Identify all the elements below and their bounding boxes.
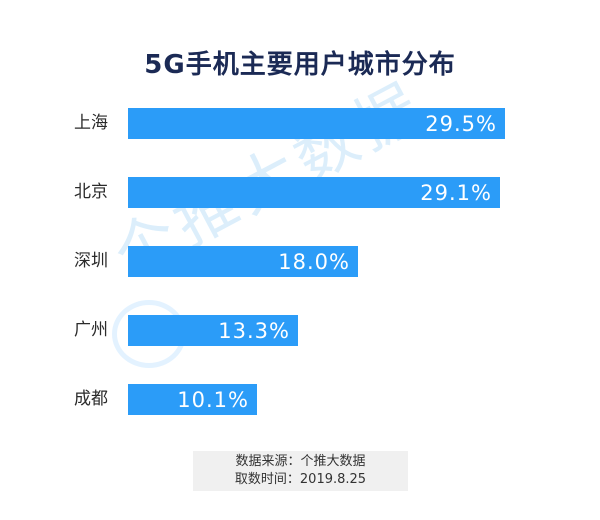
bar: 13.3% xyxy=(128,315,298,346)
bar-row-guangzhou: 广州 13.3% xyxy=(0,315,600,346)
source-text: 数据来源：个推大数据 xyxy=(235,454,366,469)
bar: 18.0% xyxy=(128,246,358,277)
chart-title: 5G手机主要用户城市分布 xyxy=(144,50,456,80)
value-label: 13.3% xyxy=(218,319,290,343)
category-label: 深圳 xyxy=(74,251,108,271)
category-label: 成都 xyxy=(74,389,108,409)
category-label: 广州 xyxy=(74,320,108,340)
bar: 29.5% xyxy=(128,108,505,139)
bar: 29.1% xyxy=(128,177,500,208)
value-label: 29.5% xyxy=(425,112,497,136)
bar-row-beijing: 北京 29.1% xyxy=(0,177,600,208)
source-footer: 数据来源：个推大数据 取数时间：2019.8.25 xyxy=(193,451,408,491)
value-label: 29.1% xyxy=(420,181,492,205)
bar-row-shanghai: 上海 29.5% xyxy=(0,108,600,139)
category-label: 北京 xyxy=(74,182,108,202)
category-label: 上海 xyxy=(74,113,108,133)
value-label: 18.0% xyxy=(278,250,350,274)
date-text: 取数时间：2019.8.25 xyxy=(234,472,367,487)
bar: 10.1% xyxy=(128,384,257,415)
bar-row-chengdu: 成都 10.1% xyxy=(0,384,600,415)
bar-row-shenzhen: 深圳 18.0% xyxy=(0,246,600,277)
value-label: 10.1% xyxy=(177,388,249,412)
